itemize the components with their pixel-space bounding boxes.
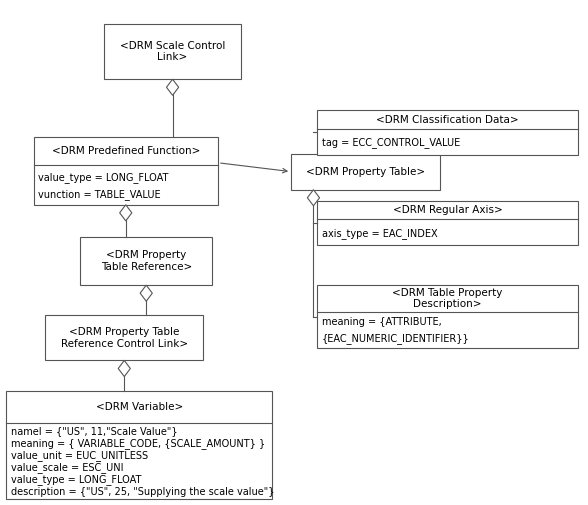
- Text: {EAC_NUMERIC_IDENTIFIER}}: {EAC_NUMERIC_IDENTIFIER}}: [322, 333, 470, 344]
- Text: <DRM Variable>: <DRM Variable>: [96, 402, 183, 412]
- Text: nameI = {"US", 11,"Scale Value"}: nameI = {"US", 11,"Scale Value"}: [11, 426, 178, 436]
- Bar: [45, 315, 203, 361]
- Text: <DRM Property Table
Reference Control Link>: <DRM Property Table Reference Control Li…: [61, 327, 188, 348]
- Bar: [81, 237, 212, 285]
- Text: <DRM Classification Data>: <DRM Classification Data>: [376, 115, 519, 125]
- Text: tag = ECC_CONTROL_VALUE: tag = ECC_CONTROL_VALUE: [322, 137, 460, 148]
- Text: vunction = TABLE_VALUE: vunction = TABLE_VALUE: [38, 189, 161, 200]
- Text: <DRM Property
Table Reference>: <DRM Property Table Reference>: [101, 250, 192, 272]
- Polygon shape: [118, 361, 131, 377]
- Text: <DRM Predefined Function>: <DRM Predefined Function>: [52, 146, 200, 156]
- Polygon shape: [120, 205, 132, 221]
- Bar: [318, 111, 578, 155]
- Text: value_type = LONG_FLOAT: value_type = LONG_FLOAT: [38, 172, 169, 182]
- Bar: [318, 285, 578, 348]
- Bar: [34, 137, 218, 205]
- Polygon shape: [140, 285, 152, 301]
- Text: meaning = { VARIABLE_CODE, {SCALE_AMOUNT} }: meaning = { VARIABLE_CODE, {SCALE_AMOUNT…: [11, 438, 265, 448]
- Text: <DRM Property Table>: <DRM Property Table>: [306, 167, 425, 177]
- Text: value_scale = ESC_UNI: value_scale = ESC_UNI: [11, 462, 123, 473]
- Text: <DRM Table Property
Description>: <DRM Table Property Description>: [392, 287, 503, 309]
- Text: value_type = LONG_FLOAT: value_type = LONG_FLOAT: [11, 474, 141, 485]
- Polygon shape: [308, 190, 319, 206]
- Text: meaning = {ATTRIBUTE,: meaning = {ATTRIBUTE,: [322, 317, 442, 327]
- Bar: [104, 24, 241, 79]
- Bar: [6, 390, 272, 498]
- Text: axis_type = EAC_INDEX: axis_type = EAC_INDEX: [322, 228, 437, 239]
- Bar: [318, 201, 578, 245]
- Bar: [291, 154, 440, 190]
- Text: value_unit = EUC_UNITLESS: value_unit = EUC_UNITLESS: [11, 450, 148, 461]
- Text: <DRM Scale Control
Link>: <DRM Scale Control Link>: [120, 41, 225, 63]
- Text: <DRM Regular Axis>: <DRM Regular Axis>: [393, 205, 503, 215]
- Text: description = {"US", 25, "Supplying the scale value"}: description = {"US", 25, "Supplying the …: [11, 487, 274, 497]
- Polygon shape: [166, 79, 179, 95]
